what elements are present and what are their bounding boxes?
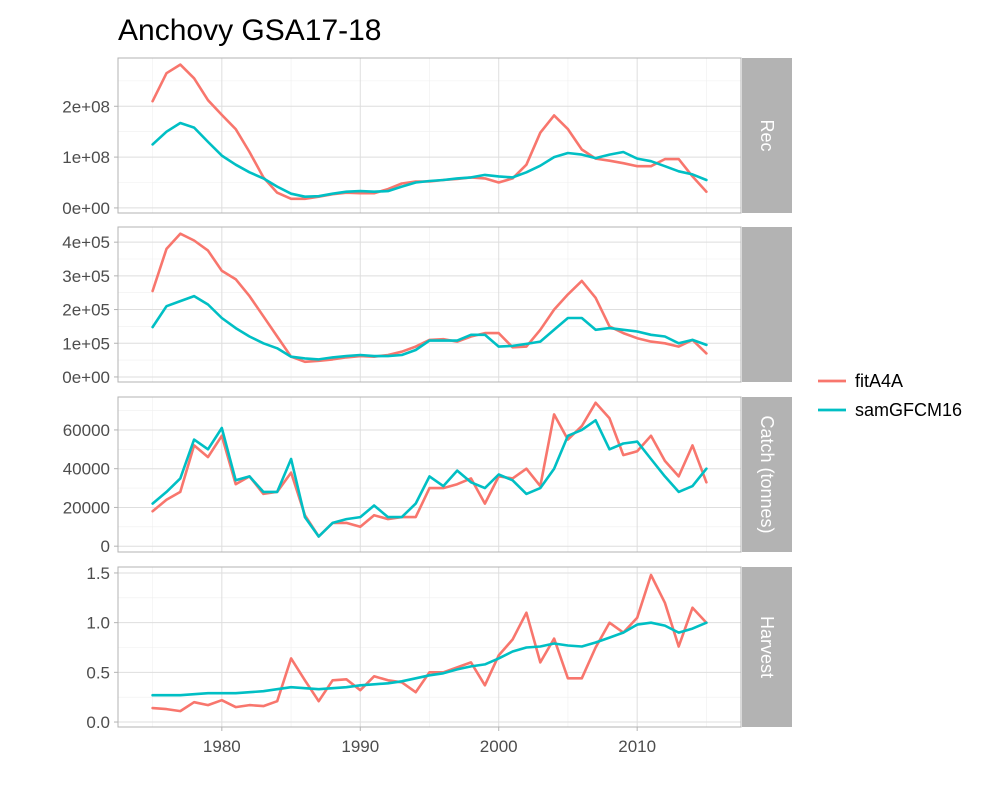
y-tick-label: 20000 [63,498,110,517]
legend: fitA4A samGFCM16 [818,371,962,420]
series-line-fitA4A [151,573,708,713]
facet-strip [742,227,792,382]
panel-border [117,226,742,383]
y-tick-label: 3e+05 [62,267,110,286]
y-tick-label: 0e+00 [62,368,110,387]
legend-label: samGFCM16 [855,400,962,420]
legend-item: samGFCM16 [818,400,962,420]
panel-border [117,396,742,553]
y-tick-label: 1e+05 [62,334,110,353]
x-tick-label: 2000 [480,737,518,756]
panels: 0e+00 1e+08 2e+08 Rec 0e+00 1e+05 2e+05 3e+05 4e… [62,57,792,732]
y-tick-label: 2e+05 [62,301,110,320]
y-tick-label: 4e+05 [62,233,110,252]
series-line-samGFCM16 [151,418,708,538]
y-tick-label: 1.5 [86,564,110,583]
y-tick-label: 0 [101,537,110,556]
series-line-samGFCM16 [151,294,708,361]
facet-strip-label: Rec [757,119,777,151]
panel-border [117,57,742,214]
legend-item: fitA4A [818,371,903,391]
y-tick-label: 0.0 [86,713,110,732]
panel-border [117,566,742,728]
x-tick-label: 1990 [341,737,379,756]
legend-label: fitA4A [855,371,903,391]
y-tick-label: 40000 [63,460,110,479]
y-tick-label: 1.0 [86,614,110,633]
facet-strip-label: Harvest [757,616,777,678]
y-tick-label: 0e+00 [62,199,110,218]
y-tick-label: 60000 [63,421,110,440]
chart-title: Anchovy GSA17-18 [118,14,381,47]
facet-strip [742,567,792,727]
series-line-samGFCM16 [151,121,708,198]
facet-strip [742,58,792,213]
panel-2: 0 20000 40000 60000 Catch (tonnes) [63,396,792,556]
y-tick-label: 2e+08 [62,97,110,116]
series-line-samGFCM16 [151,621,708,697]
y-tick-label: 1e+08 [62,148,110,167]
facet-strip-label: Catch (tonnes) [757,415,777,533]
panel-1: 0e+00 1e+05 2e+05 3e+05 4e+05 [62,226,792,387]
x-tick-label: 1980 [203,737,241,756]
panel-3: 0.0 0.5 1.0 1.5 Harvest [86,564,792,732]
x-axis: 1980 1990 2000 2010 [203,727,656,756]
panel-0: 0e+00 1e+08 2e+08 Rec [62,57,792,218]
facet-strip [742,397,792,552]
x-tick-label: 2010 [618,737,656,756]
y-tick-label: 0.5 [86,663,110,682]
